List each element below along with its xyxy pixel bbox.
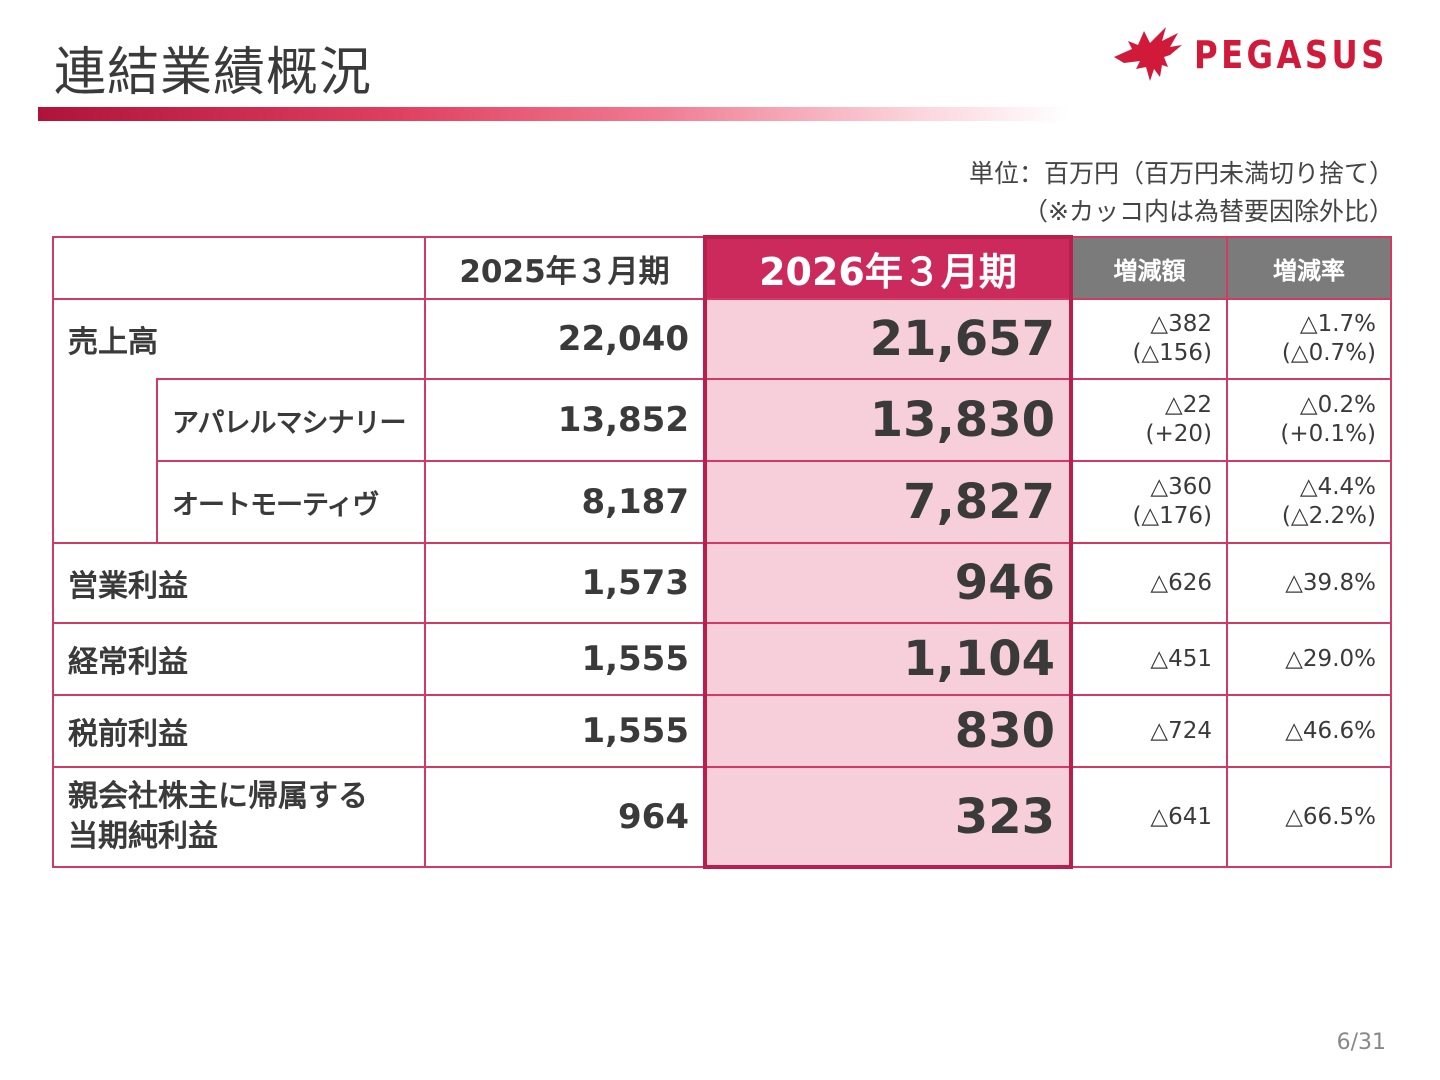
table-row: アパレルマシナリー 13,852 13,830 △22 (+20) △0.2% … [52,378,1392,462]
cell-prev: 1,555 [424,694,706,768]
table-row: 税前利益 1,555 830 △724 △46.6% [52,694,1392,768]
table-row: 売上高 22,040 21,657 △382 (△156) △1.7% (△0.… [52,298,1392,380]
cell-current: 946 [703,542,1073,624]
row-label-sales: 売上高 [52,298,426,379]
table-row: 営業利益 1,573 946 △626 △39.8% [52,542,1392,624]
row-label-net-income: 親会社株主に帰属する 当期純利益 [52,766,426,868]
page-title: 連結業績概況 [54,43,373,103]
cell-prev: 964 [424,766,706,868]
rate-sub-value: (△0.7%) [1281,340,1376,366]
rate-sub-value: (△2.2%) [1281,503,1376,529]
cell-rate: △39.8% [1226,542,1392,624]
diff-value: △360 [1150,474,1212,500]
row-label-apparel-machinery: アパレルマシナリー [156,378,426,462]
cell-diff: △360 (△176) [1070,460,1228,544]
rate-sub-value: (+0.1%) [1280,421,1376,447]
cell-current: 7,827 [703,460,1073,544]
net-income-label-line2: 当期純利益 [68,819,218,854]
cell-rate: △29.0% [1226,622,1392,696]
diff-sub-value: (△156) [1132,340,1212,366]
cell-current: 13,830 [703,378,1073,462]
cell-current: 830 [703,694,1073,768]
row-label-ordinary-profit: 経常利益 [52,622,426,696]
cell-diff: △641 [1070,766,1228,868]
cell-prev: 22,040 [424,298,706,380]
title-underline-bar [38,107,1068,121]
cell-rate: △46.6% [1226,694,1392,768]
cell-prev: 13,852 [424,378,706,462]
page-number: 6/31 [1336,1030,1386,1055]
row-label-automotive: オートモーティヴ [156,460,426,544]
unit-note: 単位：百万円（百万円未満切り捨て） （※カッコ内は為替要因除外比） [969,155,1394,231]
financial-summary-table: 2025年３月期 2026年３月期 増減額 増減率 売上高 22,040 21,… [52,235,1392,869]
cell-diff: △451 [1070,622,1228,696]
net-income-label-line1: 親会社株主に帰属する [68,779,368,814]
cell-rate: △1.7% (△0.7%) [1226,298,1392,380]
diff-sub-value: (+20) [1145,421,1212,447]
unit-note-line2: （※カッコ内は為替要因除外比） [1023,197,1394,226]
header-change-amount: 増減額 [1070,236,1228,300]
header-current-period: 2026年３月期 [703,235,1073,300]
cell-prev: 1,573 [424,542,706,624]
pegasus-icon [1114,27,1182,81]
table-header-row: 2025年３月期 2026年３月期 増減額 増減率 [52,235,1392,300]
rate-value: △0.2% [1299,392,1376,418]
table-row: 親会社株主に帰属する 当期純利益 964 323 △641 △66.5% [52,766,1392,869]
cell-current: 1,104 [703,622,1073,696]
row-label-pretax-profit: 税前利益 [52,694,426,768]
rate-value: △4.4% [1299,474,1376,500]
row-label-operating-profit: 営業利益 [52,542,426,624]
cell-diff: △382 (△156) [1070,298,1228,380]
unit-note-line1: 単位：百万円（百万円未満切り捨て） [968,159,1394,188]
cell-current: 21,657 [703,298,1073,380]
cell-current: 323 [703,766,1073,869]
cell-diff: △626 [1070,542,1228,624]
cell-rate: △4.4% (△2.2%) [1226,460,1392,544]
cell-prev: 8,187 [424,460,706,544]
rate-value: △1.7% [1299,311,1376,337]
table-row: オートモーティヴ 8,187 7,827 △360 (△176) △4.4% (… [52,460,1392,544]
cell-rate: △66.5% [1226,766,1392,868]
header-prev-period: 2025年３月期 [424,236,706,300]
logo-text: PEGASUS [1194,33,1388,77]
table-row: 経常利益 1,555 1,104 △451 △29.0% [52,622,1392,696]
indent-cell [52,379,158,461]
cell-rate: △0.2% (+0.1%) [1226,378,1392,462]
cell-prev: 1,555 [424,622,706,696]
cell-diff: △724 [1070,694,1228,768]
header-blank [52,236,426,300]
diff-sub-value: (△176) [1132,503,1212,529]
diff-value: △22 [1165,392,1212,418]
company-logo: PEGASUS [1110,20,1410,90]
diff-value: △382 [1150,311,1212,337]
indent-cell [52,461,158,544]
header-change-rate: 増減率 [1226,236,1392,300]
cell-diff: △22 (+20) [1070,378,1228,462]
